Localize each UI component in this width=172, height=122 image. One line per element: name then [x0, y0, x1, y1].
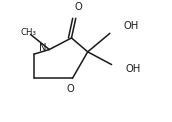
Text: OH: OH [125, 64, 141, 74]
Text: O: O [74, 2, 82, 12]
Text: CH₃: CH₃ [20, 28, 36, 37]
Text: OH: OH [123, 21, 139, 31]
Text: O: O [66, 85, 74, 94]
Text: N: N [39, 43, 47, 53]
